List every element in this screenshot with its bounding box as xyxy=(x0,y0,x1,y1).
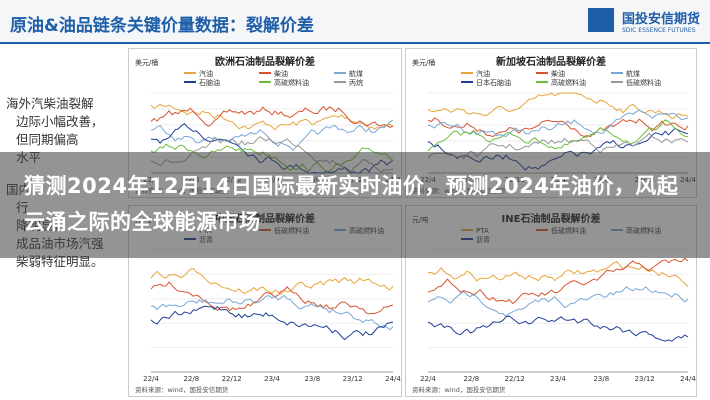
x-tick-label: 22/8 xyxy=(463,375,479,383)
legend-label: 日本石脑油 xyxy=(476,78,511,87)
legend-label: 航煤 xyxy=(349,69,363,78)
header-title: 原油&油品链条关键价量数据：裂解价差 xyxy=(10,16,314,36)
legend-label: 低硫燃料油 xyxy=(626,78,661,87)
chart-title: 新加坡石油制品裂解价差 xyxy=(496,57,606,68)
decor-line xyxy=(427,109,689,138)
legend-label: 高硫燃料油 xyxy=(274,78,309,87)
decor-line xyxy=(427,257,689,305)
legend-label: 汽油 xyxy=(199,69,213,78)
bullet-line: 海外汽柴油裂解 xyxy=(6,96,94,111)
source-note: 资料来源：wind，国投安信期货 xyxy=(412,385,506,394)
x-tick-label: 24/4 xyxy=(385,375,401,383)
legend-label: 高硫燃料油 xyxy=(551,78,586,87)
decor-line xyxy=(150,294,394,331)
legend-label: 航煤 xyxy=(626,69,640,78)
decor-line xyxy=(427,132,689,160)
decor-line xyxy=(150,305,394,341)
x-tick-label: 23/8 xyxy=(304,375,320,383)
logo-en: SDIC ESSENCE FUTURES xyxy=(621,27,696,34)
decor-line xyxy=(150,105,394,128)
legend-label: 丙烷 xyxy=(349,78,363,87)
legend-label: 石脑油 xyxy=(199,78,220,87)
bullet-line: 边际小幅改善， xyxy=(16,114,104,129)
x-tick-label: 22/4 xyxy=(420,375,436,383)
logo-icon xyxy=(587,8,614,32)
unit-label: 美元/桶 xyxy=(412,58,435,67)
logo-cn: 国投安信期货 xyxy=(621,12,700,27)
x-tick-label: 23/4 xyxy=(264,375,280,383)
decor-line xyxy=(150,268,394,295)
decor-line xyxy=(427,92,689,120)
x-tick-label: 23/12 xyxy=(635,375,655,383)
x-tick-label: 22/4 xyxy=(143,375,159,383)
legend-label: 柴油 xyxy=(551,69,565,78)
x-tick-label: 23/4 xyxy=(550,375,566,383)
logo: 国投安信期货 SDIC ESSENCE FUTURES xyxy=(587,8,700,34)
header: 原油&油品链条关键价量数据：裂解价差 国投安信期货 SDIC ESSENCE F… xyxy=(0,0,710,44)
overlay-band: 猜测2024年12月14日国际最新实时油价，预测2024年油价，风起云涌之际的全… xyxy=(0,152,710,258)
decor-line xyxy=(150,103,394,131)
x-tick-label: 22/12 xyxy=(222,375,242,383)
bullet-line: 但同期偏高 xyxy=(16,132,79,147)
decor-line xyxy=(427,315,689,342)
overlay-title: 猜测2024年12月14日国际最新实时油价，预测2024年油价，风起云涌之际的全… xyxy=(24,174,679,234)
x-tick-label: 22/12 xyxy=(505,375,525,383)
chart-title: 欧洲石油制品裂解价差 xyxy=(215,57,315,68)
decor-line xyxy=(150,281,394,315)
x-tick-label: 23/8 xyxy=(593,375,609,383)
decor-line xyxy=(427,286,689,317)
x-tick-label: 24/4 xyxy=(680,375,696,383)
x-tick-label: 22/8 xyxy=(183,375,199,383)
legend-label: 柴油 xyxy=(274,69,288,78)
unit-label: 美元/桶 xyxy=(135,58,158,67)
decor-line xyxy=(427,117,689,138)
source-note: 资料来源：wind，国投安信期货 xyxy=(135,385,229,394)
legend-label: 汽油 xyxy=(476,69,490,78)
x-tick-label: 23/12 xyxy=(343,375,363,383)
decor-line xyxy=(427,119,689,152)
